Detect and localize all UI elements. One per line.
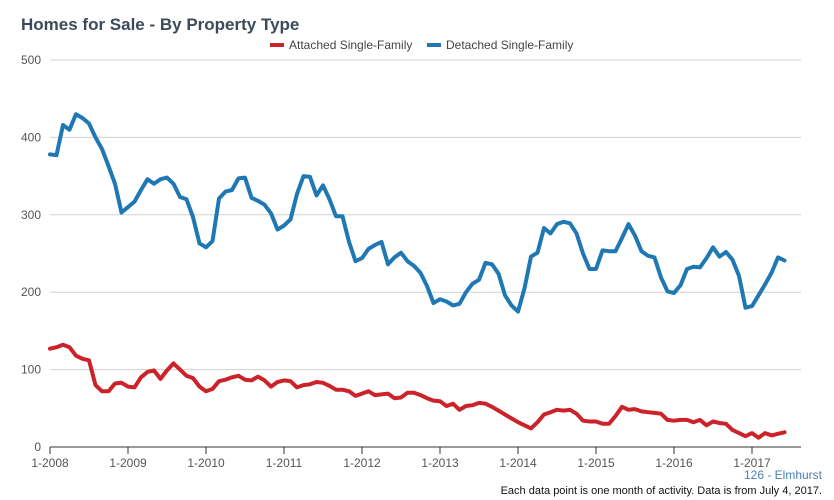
x-tick-label: 1-2008 xyxy=(31,456,69,470)
series-line-attached xyxy=(48,342,787,440)
y-tick-label: 300 xyxy=(21,208,41,222)
y-tick-label: 400 xyxy=(21,130,41,144)
x-tick-label: 1-2016 xyxy=(655,456,693,470)
legend-item-detached[interactable]: Detached Single-Family xyxy=(427,38,573,52)
x-tick-label: 1-2017 xyxy=(733,456,771,470)
legend[interactable]: Attached Single-Family Detached Single-Fa… xyxy=(270,38,573,52)
x-tick-label: 1-2009 xyxy=(109,456,147,470)
city-label: 126 - Elmhurst xyxy=(743,468,822,482)
x-tick-label: 1-2015 xyxy=(577,456,615,470)
data-note: Each data point is one month of activity… xyxy=(500,485,822,497)
y-tick-label: 0 xyxy=(34,440,41,454)
legend-item-attached[interactable]: Attached Single-Family xyxy=(270,38,412,52)
x-tick-label: 1-2011 xyxy=(266,456,303,470)
legend-label: Detached Single-Family xyxy=(446,38,573,52)
y-tick-label: 100 xyxy=(21,363,41,377)
x-tick-label: 1-2013 xyxy=(421,456,459,470)
series-lines xyxy=(48,112,787,440)
x-tick-label: 1-2012 xyxy=(343,456,381,470)
gridlines xyxy=(50,59,801,448)
series-line-detached xyxy=(48,112,787,314)
legend-label: Attached Single-Family xyxy=(289,38,412,52)
axes: 0 100 200 300 400 500 1-2008 1-2009 1-2010 1-2011… xyxy=(21,53,771,470)
y-tick-label: 200 xyxy=(21,285,41,299)
x-tick-label: 1-2010 xyxy=(187,456,225,470)
x-tick-label: 1-2014 xyxy=(499,456,537,470)
chart-title: Homes for Sale - By Property Type xyxy=(21,15,300,34)
y-tick-label: 500 xyxy=(21,53,41,67)
